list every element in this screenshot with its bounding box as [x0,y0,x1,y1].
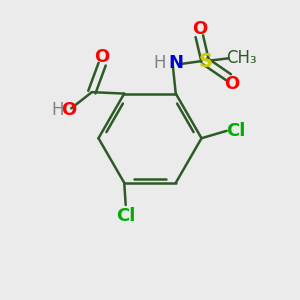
Text: H: H [153,54,166,72]
Text: O: O [61,101,76,119]
Text: H: H [52,101,64,119]
Text: O: O [94,48,110,66]
Text: O: O [192,20,207,38]
Text: CH₃: CH₃ [226,49,257,67]
Text: S: S [198,52,212,71]
Text: O: O [224,75,239,93]
Text: N: N [168,54,183,72]
Text: Cl: Cl [226,122,246,140]
Text: Cl: Cl [116,207,135,225]
